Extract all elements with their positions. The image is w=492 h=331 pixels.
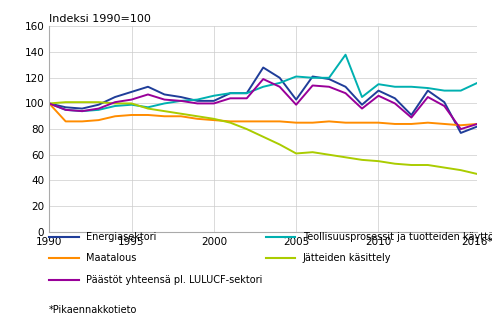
Text: Indeksi 1990=100: Indeksi 1990=100 bbox=[49, 14, 151, 24]
Text: Maatalous: Maatalous bbox=[86, 253, 136, 263]
Text: Päästöt yhteensä pl. LULUCF-sektori: Päästöt yhteensä pl. LULUCF-sektori bbox=[86, 275, 262, 285]
Text: *Pikaennakkotieto: *Pikaennakkotieto bbox=[49, 305, 138, 314]
Text: Energiasektori: Energiasektori bbox=[86, 232, 156, 242]
Text: Teollisuusprosessit ja tuotteiden käyttö: Teollisuusprosessit ja tuotteiden käyttö bbox=[303, 232, 492, 242]
Text: Jätteiden käsittely: Jätteiden käsittely bbox=[303, 253, 391, 263]
